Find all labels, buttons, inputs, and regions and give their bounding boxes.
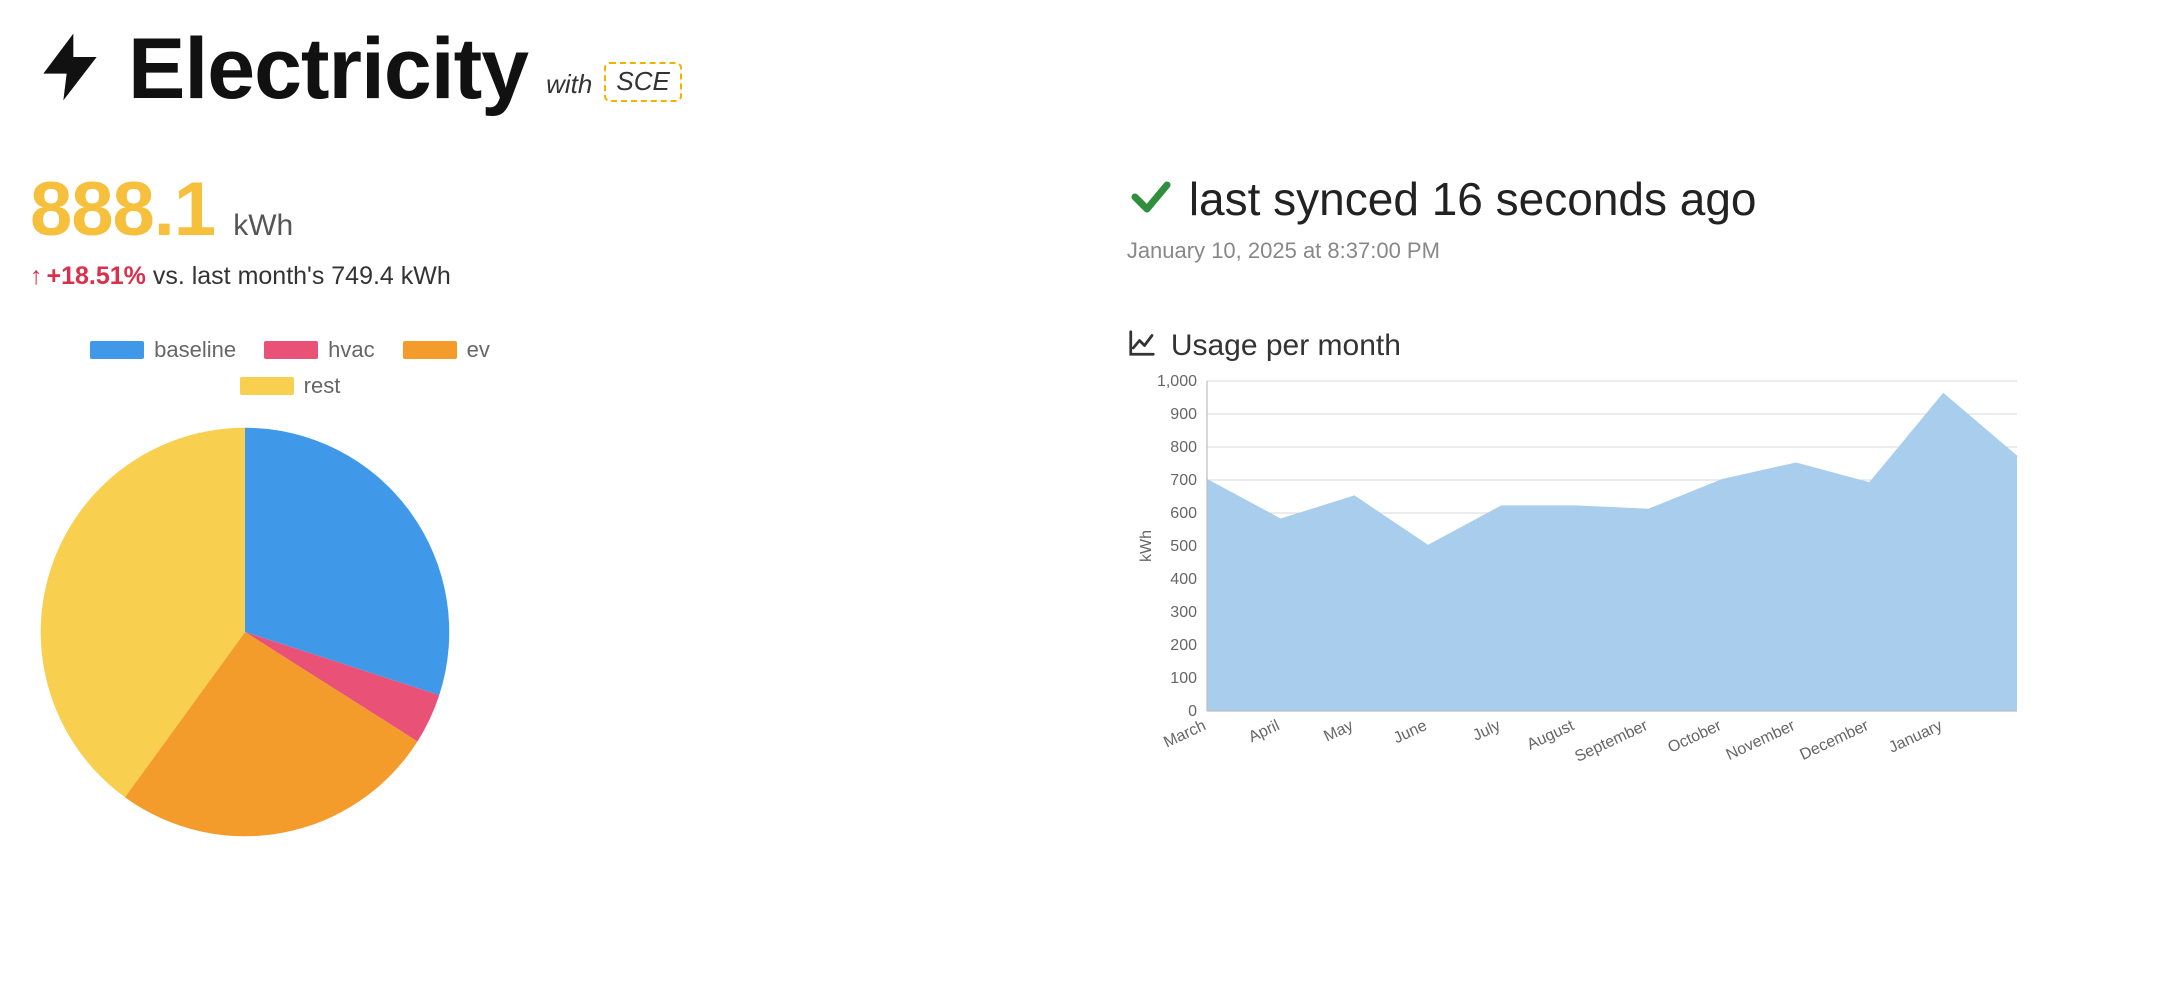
x-tick-label: August: [1524, 717, 1577, 754]
electricity-bolt-icon: [30, 27, 110, 112]
y-tick-label: 800: [1170, 439, 1197, 456]
left-column: 888.1 kWh ↑+18.51% vs. last month's 749.…: [30, 172, 1067, 852]
area-fill: [1207, 394, 2017, 711]
y-tick-label: 300: [1170, 604, 1197, 621]
right-column: last synced 16 seconds ago January 10, 2…: [1107, 172, 2144, 852]
total-usage-row: 888.1 kWh: [30, 172, 1067, 248]
y-tick-label: 200: [1170, 637, 1197, 654]
y-tick-label: 600: [1170, 505, 1197, 522]
y-tick-label: 500: [1170, 538, 1197, 555]
delta-row: ↑+18.51% vs. last month's 749.4 kWh: [30, 262, 1067, 291]
legend-label: baseline: [154, 337, 236, 363]
dashboard-page: Electricity with SCE 888.1 kWh ↑+18.51% …: [0, 0, 2174, 986]
delta-comparison-text: vs. last month's 749.4 kWh: [146, 262, 451, 290]
legend-item-ev[interactable]: ev: [403, 337, 490, 363]
sync-status-row: last synced 16 seconds ago: [1127, 172, 2144, 226]
legend-swatch: [403, 341, 457, 359]
x-tick-label: January: [1886, 717, 1945, 756]
legend-item-baseline[interactable]: baseline: [90, 337, 236, 363]
sync-status-text: last synced 16 seconds ago: [1189, 172, 1757, 226]
x-tick-label: November: [1724, 717, 1799, 764]
legend-swatch: [90, 341, 144, 359]
y-tick-label: 900: [1170, 406, 1197, 423]
provider-with-label: with: [546, 69, 592, 100]
provider-badge[interactable]: SCE: [604, 62, 681, 102]
content-columns: 888.1 kWh ↑+18.51% vs. last month's 749.…: [30, 172, 2144, 852]
y-tick-label: 1,000: [1157, 373, 1197, 390]
line-chart-icon: [1127, 328, 1157, 363]
x-tick-label: October: [1665, 717, 1724, 757]
x-tick-label: July: [1470, 717, 1503, 744]
x-tick-label: May: [1321, 717, 1356, 745]
usage-chart-title: Usage per month: [1171, 329, 1401, 363]
y-tick-label: 0: [1188, 703, 1197, 720]
y-axis-label: kWh: [1138, 530, 1155, 562]
y-tick-label: 400: [1170, 571, 1197, 588]
legend-label: rest: [304, 373, 341, 399]
page-title: Electricity: [128, 26, 528, 112]
x-tick-label: September: [1572, 717, 1651, 766]
legend-label: ev: [467, 337, 490, 363]
legend-item-rest[interactable]: rest: [240, 373, 341, 399]
x-tick-label: April: [1246, 717, 1282, 746]
usage-area-chart: 0 100 200 300 400 500 600 700 800 900 1,000 March Ap…: [1127, 371, 2144, 796]
total-usage-value: 888.1: [30, 172, 215, 248]
check-icon: [1127, 173, 1175, 226]
legend-swatch: [240, 377, 294, 395]
sync-timestamp: January 10, 2025 at 8:37:00 PM: [1127, 238, 2144, 264]
total-usage-unit: kWh: [233, 209, 293, 243]
pie-legend: baseline hvac ev rest: [30, 337, 550, 399]
x-tick-label: December: [1797, 717, 1872, 764]
x-tick-label: March: [1161, 717, 1208, 751]
legend-item-hvac[interactable]: hvac: [264, 337, 374, 363]
x-tick-label: June: [1391, 717, 1430, 747]
usage-chart-header: Usage per month: [1127, 328, 2144, 363]
delta-percentage: +18.51%: [47, 262, 146, 290]
page-header: Electricity with SCE: [30, 26, 2144, 112]
legend-label: hvac: [328, 337, 374, 363]
y-tick-label: 700: [1170, 472, 1197, 489]
y-tick-label: 100: [1170, 670, 1197, 687]
pie-chart: [30, 417, 1067, 852]
delta-arrow-up-icon: ↑: [30, 262, 43, 290]
legend-swatch: [264, 341, 318, 359]
